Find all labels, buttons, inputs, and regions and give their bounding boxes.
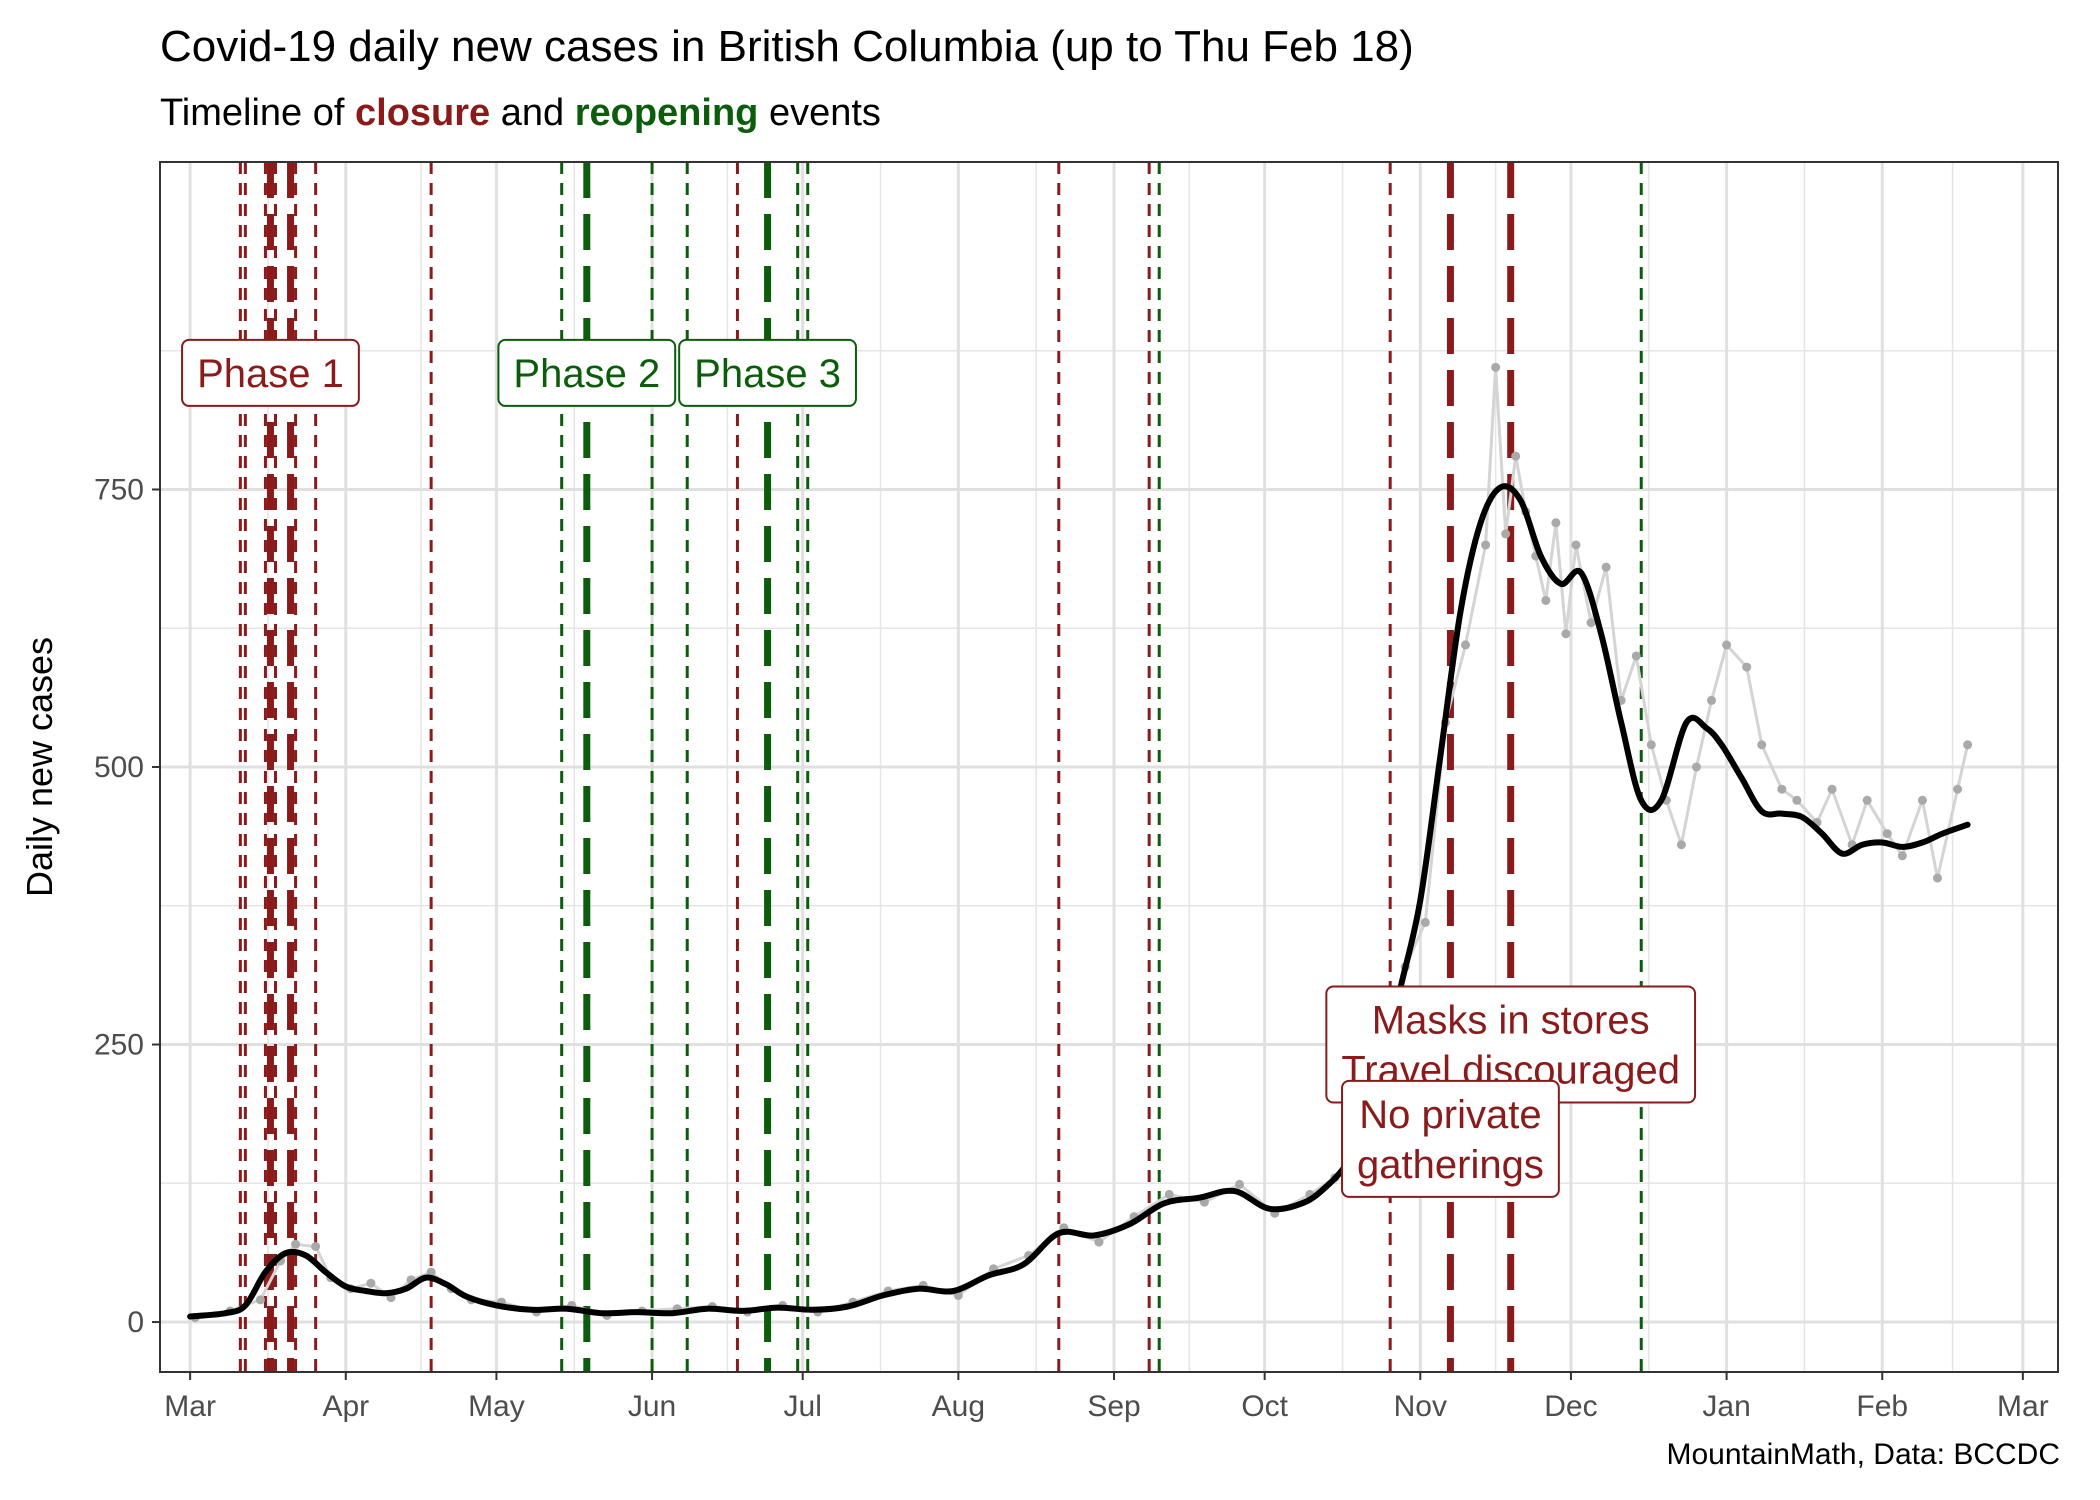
data-point [1676, 840, 1686, 850]
x-tick-label: Mar [164, 1390, 216, 1423]
chart-subtitle: Timeline of closure and reopening events [160, 92, 881, 135]
data-point [311, 1242, 321, 1252]
annotation-text: gatherings [1357, 1143, 1544, 1187]
x-tick-label: Nov [1394, 1390, 1447, 1423]
data-point [1707, 695, 1717, 705]
data-point [1164, 1189, 1174, 1199]
annotation-text: Phase 1 [197, 352, 344, 396]
data-point [1862, 795, 1872, 805]
data-point [1461, 640, 1471, 650]
data-point [1571, 540, 1581, 550]
x-tick-label: Aug [932, 1390, 985, 1423]
data-point [291, 1239, 301, 1249]
data-point [1235, 1179, 1245, 1189]
data-point [1501, 529, 1511, 539]
data-point [1586, 618, 1596, 628]
annotation-box [181, 338, 360, 407]
data-point [1757, 740, 1767, 750]
event-lines [238, 162, 1643, 1372]
data-point [1601, 562, 1611, 572]
data-point [1094, 1237, 1104, 1247]
x-tick-label: May [468, 1390, 525, 1423]
grid [160, 162, 2058, 1372]
subtitle-suffix: events [758, 92, 881, 134]
data-point [1491, 362, 1501, 372]
data-point [426, 1267, 436, 1277]
data-point [1963, 740, 1973, 750]
data-point [1882, 829, 1892, 839]
x-tick-label: Sep [1087, 1390, 1140, 1423]
data-point [1777, 784, 1787, 794]
data-point [1691, 762, 1701, 772]
annotation-box [678, 338, 857, 407]
annotation-label: Phase 3 [678, 338, 857, 407]
data-point [1551, 518, 1561, 528]
x-tick-label: Feb [1856, 1390, 1908, 1423]
subtitle-prefix: Timeline of [160, 92, 355, 134]
data-point [1631, 651, 1641, 661]
x-tick-label: Jul [784, 1390, 822, 1423]
data-point [1420, 917, 1430, 927]
annotation-text: No private [1359, 1093, 1541, 1137]
data-point [1953, 784, 1963, 794]
y-tick-label: 0 [127, 1306, 144, 1339]
y-tick-label: 750 [94, 473, 144, 506]
data-point [1827, 784, 1837, 794]
annotation-box [497, 338, 677, 407]
data-point [1722, 640, 1732, 650]
x-tick-label: Dec [1544, 1390, 1597, 1423]
annotation-text: Phase 3 [694, 352, 841, 396]
data-point [1646, 740, 1656, 750]
annotations: Phase 1 Phase 2 Phase 3 Masks in storesTrav… [181, 338, 1697, 1198]
data-point [1792, 795, 1802, 805]
trend-line [187, 483, 1971, 1320]
data-point [366, 1278, 376, 1288]
data-point [1481, 540, 1491, 550]
y-tick-label: 250 [94, 1029, 144, 1062]
annotation-text: Masks in stores [1372, 999, 1650, 1043]
annotation-label: No private gatherings [1341, 1079, 1560, 1198]
annotation-box [1341, 1079, 1560, 1198]
chart-title: Covid-19 daily new cases in British Colu… [160, 22, 1414, 71]
x-tick-label: Mar [1997, 1390, 2049, 1423]
y-tick-label: 500 [94, 751, 144, 784]
subtitle-reopening: reopening [574, 92, 759, 134]
x-tick-label: Oct [1241, 1390, 1288, 1423]
data-point [1742, 662, 1752, 672]
x-tick-label: Jun [628, 1390, 676, 1423]
x-tick-label: Apr [322, 1390, 369, 1423]
data-point [1541, 595, 1551, 605]
data-point [255, 1295, 265, 1305]
trend-series [187, 483, 1971, 1320]
data-point [1561, 629, 1571, 639]
data-point [1932, 873, 1942, 883]
axes: 0 250 500 750 Mar Apr May Jun Jul Aug Sep Oct Nov Dec… [94, 161, 2059, 1423]
data-point [1511, 451, 1521, 461]
annotation-label: Phase 2 [497, 338, 677, 407]
subtitle-closure: closure [355, 92, 491, 134]
data-point [1897, 851, 1907, 861]
y-axis-title: Daily new cases [19, 637, 60, 897]
subtitle-middle: and [490, 92, 575, 134]
annotation-text: Phase 2 [513, 352, 660, 396]
annotation-label: Phase 1 [181, 338, 360, 407]
x-tick-label: Jan [1702, 1390, 1750, 1423]
data-point [1917, 795, 1927, 805]
chart-caption: MountainMath, Data: BCCDC [1666, 1438, 2061, 1471]
